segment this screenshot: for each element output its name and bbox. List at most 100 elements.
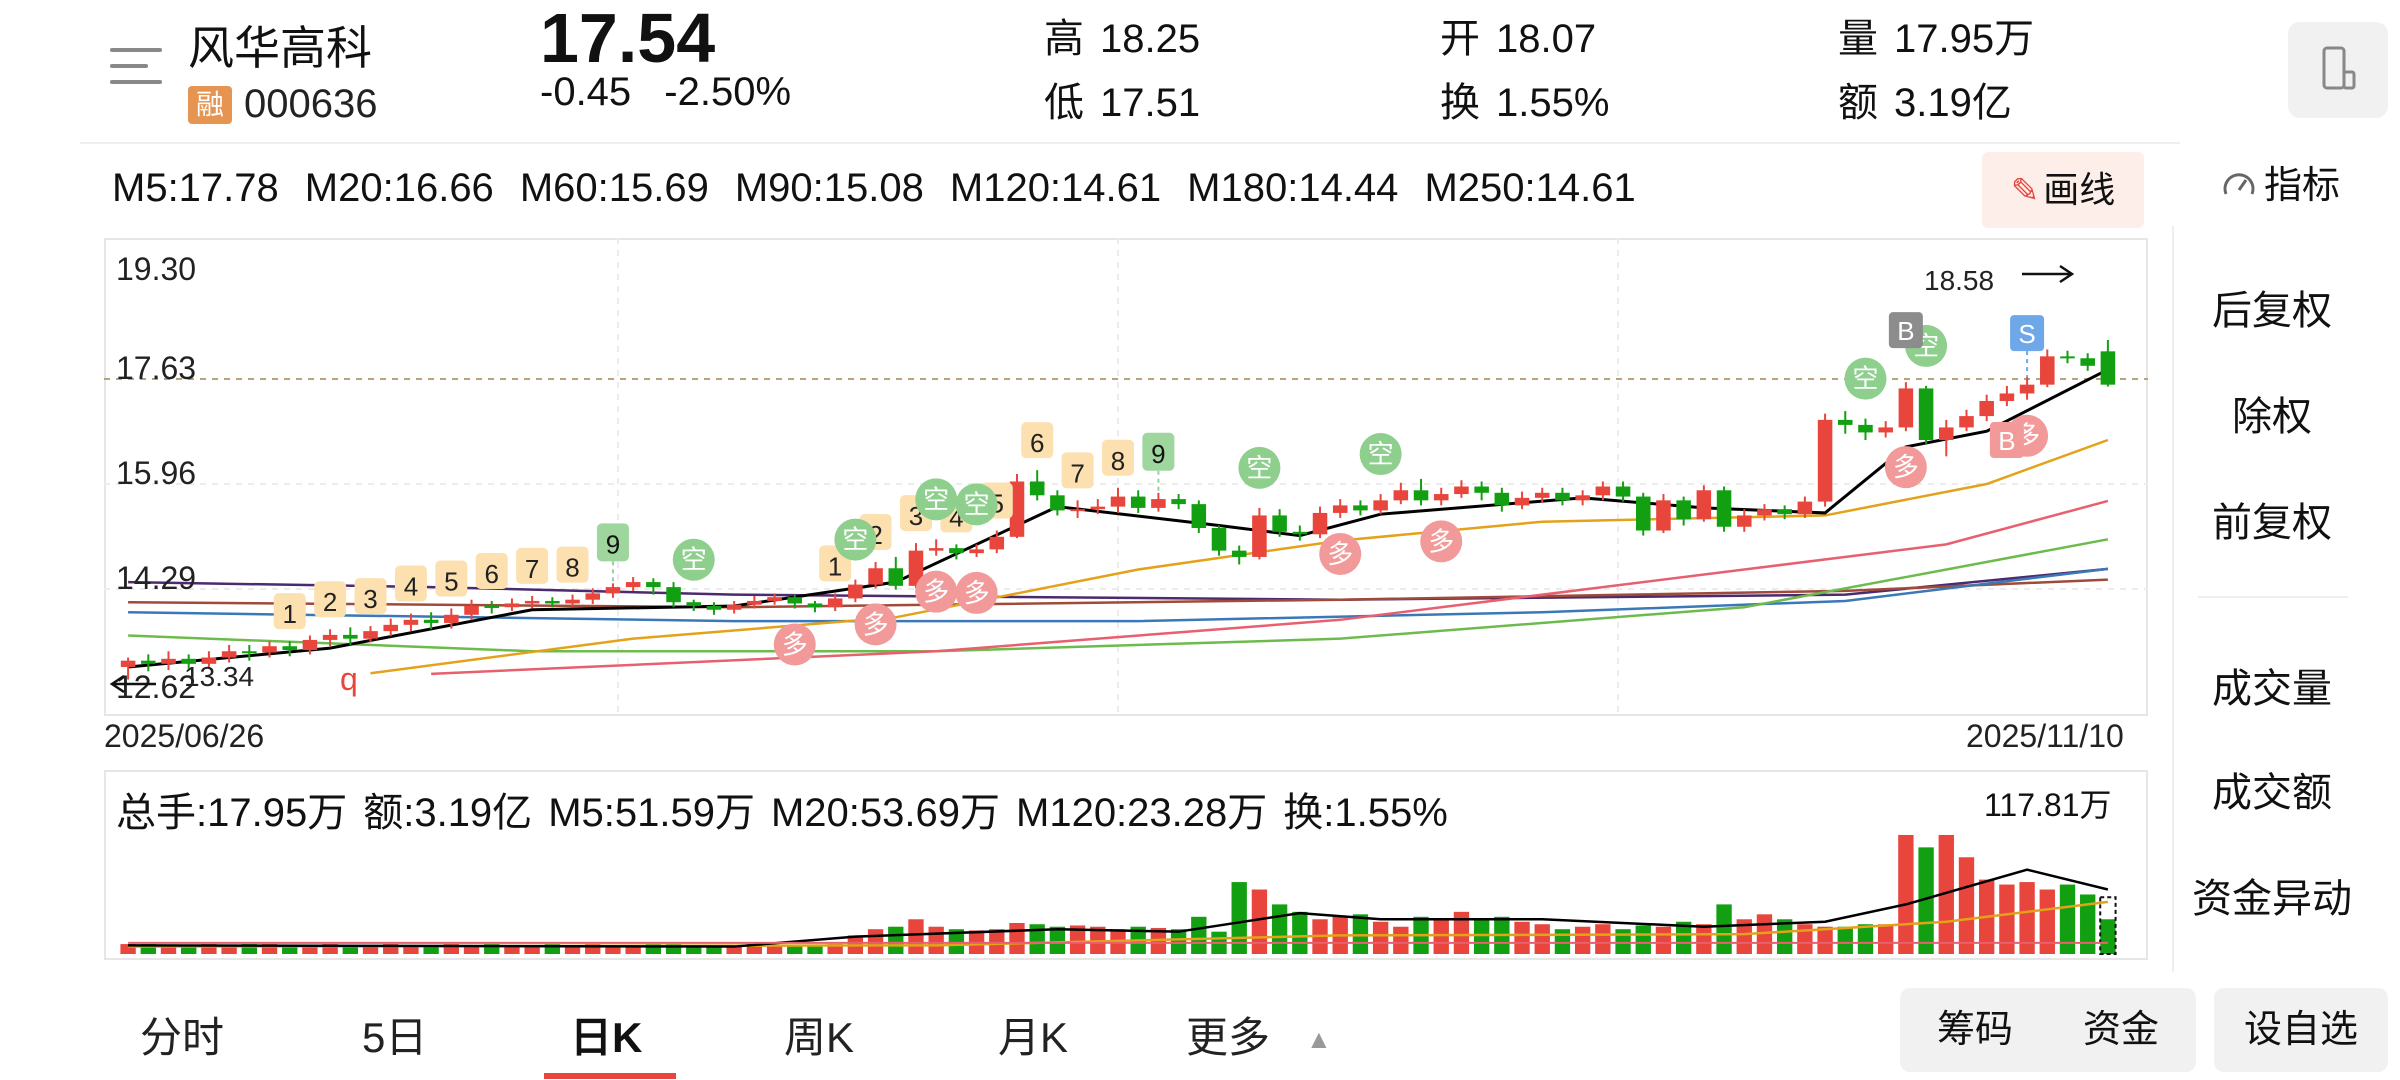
stock-name: 风华高科 [188,22,372,74]
volume-chart[interactable] [104,770,2148,960]
volume-bar [1574,926,1591,954]
side-amount[interactable]: 成交额 [2212,771,2332,815]
price-change: -0.45 -2.50% [540,70,791,115]
vol-m20: M20:53.69万 [770,791,1000,835]
candle [1353,500,1368,516]
td-count-bg [354,578,387,615]
candle [221,644,237,663]
funds-button[interactable]: 资金 [2082,1009,2159,1051]
stock-code: 000636 [244,82,378,126]
tab-intraday[interactable]: 分时 [140,1014,225,1061]
candle-body [827,598,843,608]
tab-monthly-k[interactable]: 月K [998,1014,1069,1061]
candle-body [363,631,378,639]
volume-bar [2100,919,2116,954]
short-signal-marker: 空 [915,478,958,521]
candle [1595,481,1611,501]
volume-bar [807,945,823,954]
candle [1878,421,1893,438]
candle-body [2080,358,2095,366]
volume-bar [463,945,480,954]
tab-5day[interactable]: 5日 [362,1014,428,1061]
candle-body [1777,509,1792,515]
candle [1231,545,1247,565]
menu-icon[interactable] [110,46,164,90]
td-count-text: 7 [1070,458,1084,488]
candle-body [585,593,601,600]
ma120-line [128,567,2109,623]
candle-body [686,602,702,606]
candle-body [969,549,984,554]
candle [1373,494,1388,515]
candle-body [1373,500,1388,511]
long-signal-bg [1884,446,1927,489]
candle-body [383,624,398,632]
candle [868,561,883,589]
candle-body [2060,356,2075,359]
candle [1696,485,1712,522]
candle [1332,499,1348,518]
td-count-label: 7 [1061,452,1094,489]
ma60-value: M60:15.69 [519,166,709,210]
short-signal-marker: 空 [672,538,715,581]
chips-button[interactable]: 筹码 [1936,1009,2013,1051]
td-count-label: 3 [354,578,387,615]
short-signal-bg [955,483,998,526]
candle-body [464,605,479,615]
short-signal-text: 空 [964,490,990,520]
rotate-screen-button[interactable] [2288,22,2388,118]
volume-bar [1534,924,1550,954]
candle [1757,504,1772,521]
side-ex-rights[interactable]: 除权 [2232,395,2312,439]
volume-bar [766,945,783,954]
tab-weekly-k[interactable]: 周K [784,1014,855,1061]
candle-body [1353,505,1368,511]
long-signal-marker: 多 [1884,446,1927,489]
candle-body [282,646,297,650]
td-count-bg [516,547,549,584]
side-pre-adjusted[interactable]: 前复权 [2212,501,2332,545]
candle [1070,500,1085,518]
candle-body [423,619,439,623]
candle [1918,385,1934,444]
candle [322,629,338,647]
side-volume[interactable]: 成交量 [2212,667,2332,711]
draw-line-button[interactable]: ✎ 画线 [1982,152,2144,228]
long-signal-text: 多 [1893,453,1919,483]
side-post-adjusted[interactable]: 后复权 [2212,289,2332,333]
candle [1534,487,1550,503]
candle-body [181,658,196,664]
candle-body [605,587,621,594]
td-count-text: 1 [828,551,842,581]
buy-signal-bg [1989,422,2024,459]
long-signal-bg [773,623,816,666]
vol-total: 总手:17.95万 [116,791,348,835]
candle-body [928,548,944,551]
candle [363,626,378,643]
ma180-value: M180:14.44 [1187,166,1399,210]
add-watchlist-button[interactable]: 设自选 [2214,988,2388,1072]
tab-more[interactable]: 更多 ▲ [1186,1014,1332,1061]
long-signal-bg [854,603,897,646]
volume-bar [1251,889,1268,954]
indicator-button[interactable]: 指标 [2220,154,2340,209]
side-fund-alert[interactable]: 资金异动 [2192,877,2352,921]
candle-body [1858,424,1873,433]
volume-bar [1918,847,1934,954]
volume-bar [787,945,803,954]
candle [989,530,1005,554]
candle [403,613,419,632]
candle [726,600,742,614]
candle-body [1494,492,1510,506]
td-nine-text: 9 [1151,439,1165,469]
candle-body [989,536,1005,550]
long-signal-text: 多 [923,578,949,608]
candle [201,651,217,669]
candle-body [848,584,863,599]
tab-daily-k[interactable]: 日K [570,1014,643,1061]
candle-body [1939,427,1954,440]
bottom-button-group [1900,988,2196,1072]
gauge-icon [2223,173,2255,195]
td-count-bg [394,565,427,602]
